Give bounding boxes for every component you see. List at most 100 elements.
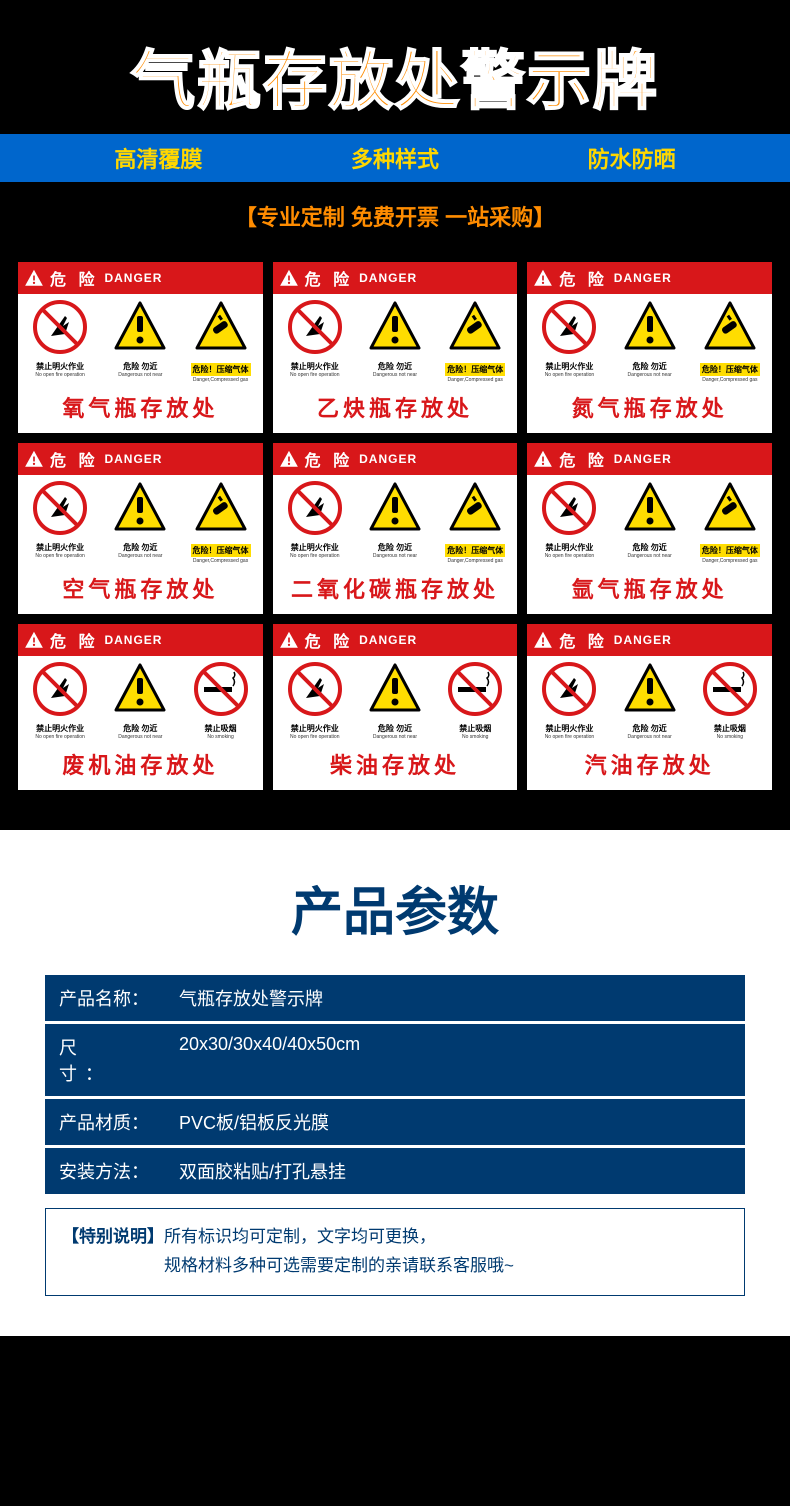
spec-row: 产品材质：PVC板/铝板反光膜: [45, 1099, 745, 1145]
warning-icon: [623, 662, 677, 716]
sign-main-label: 乙炔瓶存放处: [273, 385, 518, 433]
icon-label-en: Danger,Compressed gas: [690, 377, 769, 383]
danger-header: 危 险 DANGER: [18, 262, 263, 294]
danger-header: 危 险 DANGER: [527, 262, 772, 294]
sign-card: 危 险 DANGER 禁止明火作业 No open fire operation…: [18, 262, 263, 433]
keep-away-block: 危险 勿近 Dangerous not near: [355, 300, 434, 383]
third-block: 禁止吸烟 No smoking: [181, 662, 260, 740]
danger-header: 危 险 DANGER: [527, 443, 772, 475]
icon-label-en: No smoking: [181, 734, 260, 740]
icon-row: 禁止明火作业 No open fire operation 危险 勿近 Dang…: [273, 294, 518, 385]
feature-item: 多种样式: [351, 142, 439, 174]
third-block: 危险！压缩气体 Danger,Compressed gas: [181, 300, 260, 383]
no-fire-icon: [542, 300, 596, 354]
icon-label-en: No open fire operation: [275, 553, 354, 559]
no-fire-block: 禁止明火作业 No open fire operation: [530, 300, 609, 383]
no-fire-block: 禁止明火作业 No open fire operation: [530, 662, 609, 740]
icon-label-cn: 危险 勿近: [355, 723, 434, 734]
feature-item: 防水防晒: [588, 142, 676, 174]
page-title: 气瓶存放处警示牌: [0, 30, 790, 122]
keep-away-block: 危险 勿近 Dangerous not near: [610, 300, 689, 383]
icon-label-en: No open fire operation: [20, 372, 99, 378]
sign-card: 危 险 DANGER 禁止明火作业 No open fire operation…: [273, 262, 518, 433]
feature-item: 高清覆膜: [114, 142, 202, 174]
warning-triangle-icon: [24, 269, 44, 287]
no_smoke-icon: [194, 662, 248, 716]
spec-row: 安装方法：双面胶粘贴/打孔悬挂: [45, 1148, 745, 1194]
third-block: 危险！压缩气体 Danger,Compressed gas: [181, 481, 260, 564]
icon-label-en: Dangerous not near: [101, 734, 180, 740]
note-key: 【特别说明】: [62, 1227, 164, 1246]
warning-icon: [113, 300, 167, 354]
icon-row: 禁止明火作业 No open fire operation 危险 勿近 Dang…: [527, 475, 772, 566]
icon-label-cn: 禁止明火作业: [275, 361, 354, 372]
warning-icon: [368, 481, 422, 535]
sign-main-label: 废机油存放处: [18, 742, 263, 790]
keep-away-block: 危险 勿近 Dangerous not near: [101, 662, 180, 740]
icon-row: 禁止明火作业 No open fire operation 危险 勿近 Dang…: [273, 656, 518, 742]
spec-value: 气瓶存放处警示牌: [179, 985, 731, 1011]
no_smoke-icon: [703, 662, 757, 716]
compressed-icon: [448, 481, 502, 535]
danger-en: DANGER: [359, 452, 417, 466]
danger-cn: 危 险: [559, 266, 607, 290]
icon-label-cn: 禁止明火作业: [530, 361, 609, 372]
tagline: 【专业定制 免费开票 一站采购】: [0, 194, 790, 252]
icon-label-cn: 禁止明火作业: [20, 542, 99, 553]
sign-card: 危 险 DANGER 禁止明火作业 No open fire operation…: [273, 443, 518, 614]
icon-row: 禁止明火作业 No open fire operation 危险 勿近 Dang…: [273, 475, 518, 566]
spec-key: 产品名称：: [59, 985, 179, 1011]
no-fire-block: 禁止明火作业 No open fire operation: [275, 481, 354, 564]
no-fire-icon: [33, 662, 87, 716]
icon-label-cn: 禁止明火作业: [20, 723, 99, 734]
danger-cn: 危 险: [50, 447, 98, 471]
icon-row: 禁止明火作业 No open fire operation 危险 勿近 Dang…: [18, 294, 263, 385]
danger-cn: 危 险: [50, 266, 98, 290]
danger-header: 危 险 DANGER: [527, 624, 772, 656]
icon-label-cn: 禁止明火作业: [275, 723, 354, 734]
icon-label-en: Dangerous not near: [355, 734, 434, 740]
icon-label-en: Dangerous not near: [101, 372, 180, 378]
icon-label-cn: 禁止明火作业: [530, 542, 609, 553]
third-block: 禁止吸烟 No smoking: [436, 662, 515, 740]
danger-cn: 危 险: [305, 447, 353, 471]
sign-card: 危 险 DANGER 禁止明火作业 No open fire operation…: [18, 624, 263, 790]
warning-icon: [623, 300, 677, 354]
third-block: 危险！压缩气体 Danger,Compressed gas: [436, 481, 515, 564]
icon-label-en: Danger,Compressed gas: [181, 377, 260, 383]
icon-label-en: Dangerous not near: [101, 553, 180, 559]
no-fire-block: 禁止明火作业 No open fire operation: [530, 481, 609, 564]
danger-header: 危 险 DANGER: [18, 624, 263, 656]
no-fire-icon: [542, 481, 596, 535]
sign-main-label: 柴油存放处: [273, 742, 518, 790]
feature-bar: 高清覆膜 多种样式 防水防晒: [0, 134, 790, 182]
icon-label-en: Dangerous not near: [610, 734, 689, 740]
danger-header: 危 险 DANGER: [273, 624, 518, 656]
keep-away-block: 危险 勿近 Dangerous not near: [101, 300, 180, 383]
icon-label-en: No smoking: [436, 734, 515, 740]
icon-label-en: No open fire operation: [530, 553, 609, 559]
icon-label-en: No smoking: [690, 734, 769, 740]
warning-icon: [113, 481, 167, 535]
keep-away-block: 危险 勿近 Dangerous not near: [610, 481, 689, 564]
third-block: 危险！压缩气体 Danger,Compressed gas: [690, 481, 769, 564]
spec-key: 安装方法：: [59, 1158, 179, 1184]
danger-header: 危 险 DANGER: [273, 443, 518, 475]
icon-row: 禁止明火作业 No open fire operation 危险 勿近 Dang…: [18, 475, 263, 566]
spec-key: 尺 寸：: [59, 1034, 179, 1086]
icon-label-cn: 危险 勿近: [101, 361, 180, 372]
no-fire-icon: [288, 300, 342, 354]
danger-en: DANGER: [359, 633, 417, 647]
sign-main-label: 氮气瓶存放处: [527, 385, 772, 433]
danger-cn: 危 险: [305, 628, 353, 652]
icon-label-en: No open fire operation: [20, 553, 99, 559]
sign-main-label: 氩气瓶存放处: [527, 566, 772, 614]
danger-en: DANGER: [104, 271, 162, 285]
icon-row: 禁止明火作业 No open fire operation 危险 勿近 Dang…: [18, 656, 263, 742]
no-fire-icon: [288, 662, 342, 716]
third-block: 危险！压缩气体 Danger,Compressed gas: [690, 300, 769, 383]
danger-cn: 危 险: [559, 447, 607, 471]
danger-cn: 危 险: [559, 628, 607, 652]
icon-label-en: Danger,Compressed gas: [181, 558, 260, 564]
warning-triangle-icon: [279, 269, 299, 287]
